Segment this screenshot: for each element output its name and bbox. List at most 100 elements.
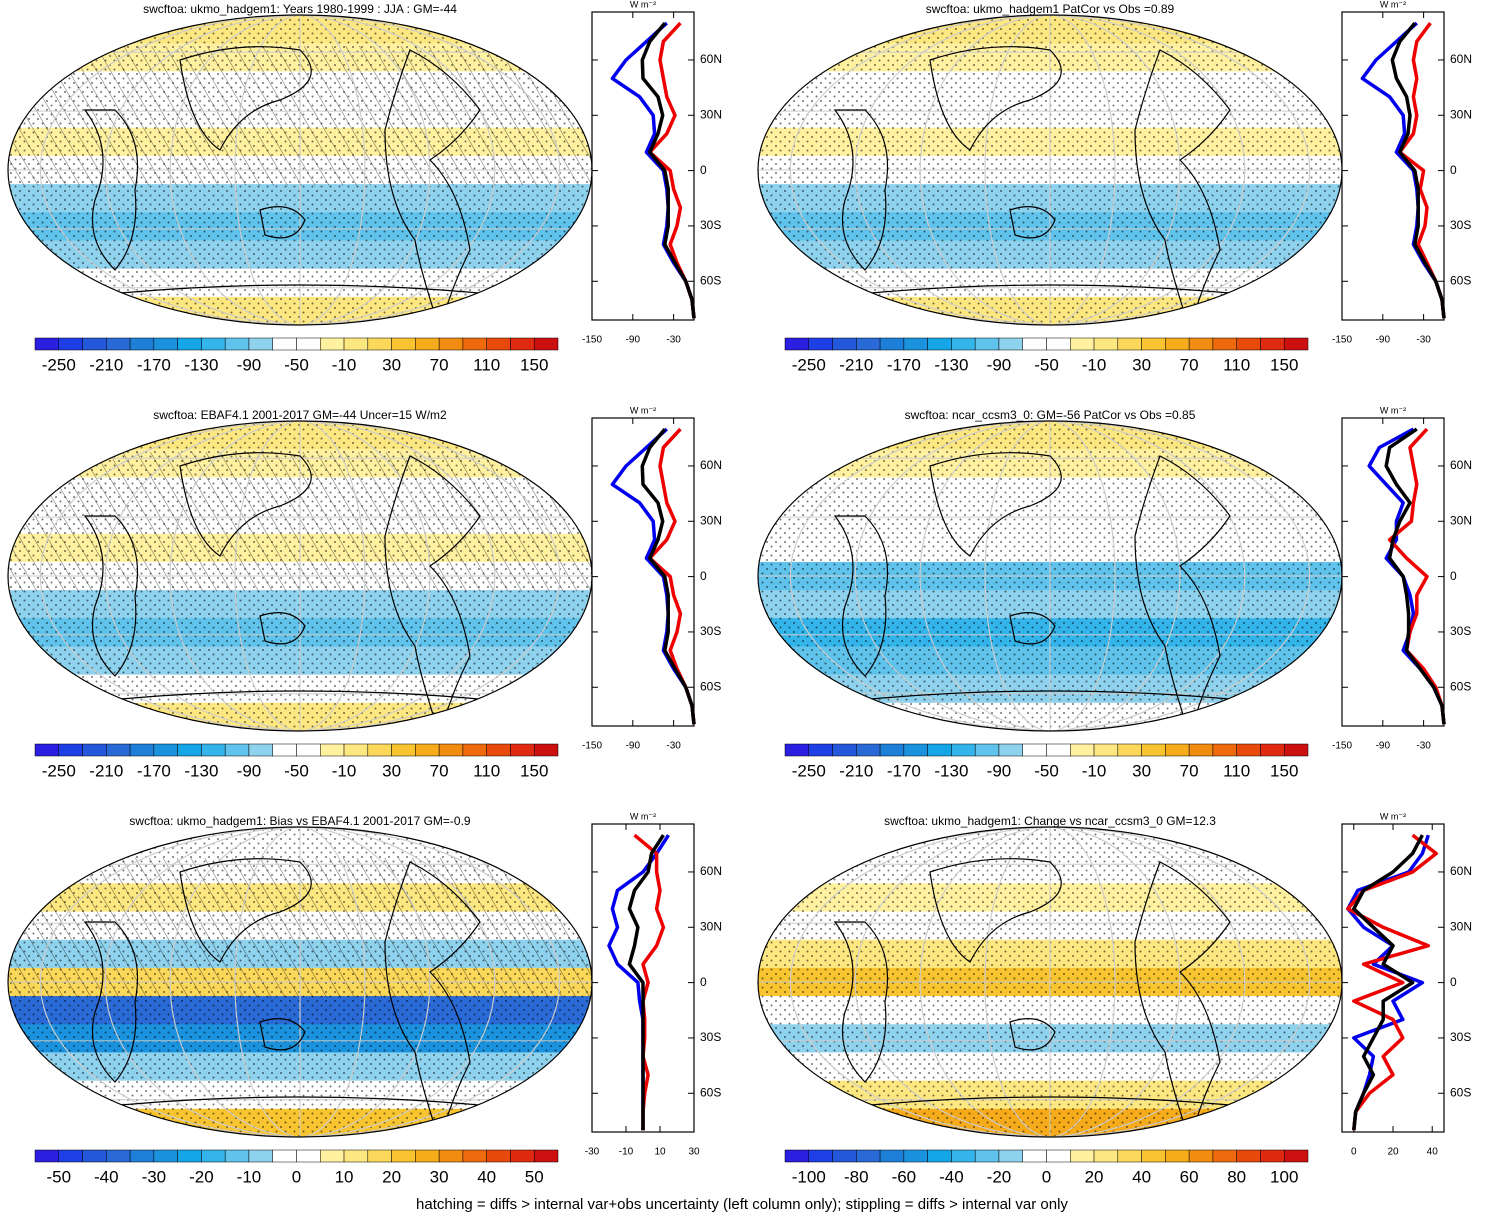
colorbar-box [367, 743, 392, 757]
colorbar-tick-label: -130 [934, 761, 968, 780]
colorbar-box [879, 337, 905, 351]
map-meridian [104, 15, 496, 325]
colorbar-box [224, 1149, 250, 1163]
colorbar-box [832, 1149, 857, 1163]
colorbar-tick-label: 150 [520, 761, 548, 780]
colorbar-box [153, 337, 178, 351]
colorbar-box [974, 337, 1000, 351]
panel-title: swcftoa: ukmo_hadgem1 PatCor vs Obs =0.8… [926, 2, 1175, 16]
colorbar-box [510, 743, 535, 757]
y-tick-label: 30N [700, 107, 722, 121]
x-tick-label: -30 [585, 1147, 600, 1158]
colorbar-tick-label: 30 [1132, 761, 1151, 780]
colorbar-box [1236, 743, 1261, 757]
zonal-line [648, 427, 696, 725]
colorbar-box [201, 1149, 226, 1163]
x-tick-label: 0 [1351, 1147, 1357, 1158]
map-meridian [984, 827, 1116, 1137]
colorbar-tick-label: 110 [1223, 355, 1250, 374]
map [758, 15, 1342, 325]
zonal-line [1387, 427, 1446, 725]
map-meridian [984, 15, 1116, 325]
colorbar-box [272, 337, 297, 351]
colorbar-tick-label: -10 [237, 1167, 262, 1186]
colorbar-box [533, 743, 559, 757]
zonal-line [1390, 21, 1446, 319]
colorbar-box [296, 1149, 321, 1163]
map-meridian [169, 421, 431, 731]
colorbar-box [486, 1149, 511, 1163]
colorbar-tick-label: 150 [1270, 355, 1298, 374]
colorbar-tick-label: 150 [1270, 761, 1298, 780]
map-meridian [39, 827, 561, 1137]
colorbar-tick-label: -10 [1082, 761, 1107, 780]
colorbar-box [343, 337, 369, 351]
colorbar-tick-label: 0 [1042, 1167, 1051, 1186]
zonal-line [627, 834, 665, 1131]
colorbar-box [106, 337, 131, 351]
y-tick-label: 60N [700, 52, 722, 66]
colorbar-tick-label: -50 [284, 761, 309, 780]
colorbar-box [951, 337, 976, 351]
colorbar-tick-label: 100 [1270, 1167, 1298, 1186]
colorbar-tick-label: -210 [89, 761, 123, 780]
x-tick-label: -90 [1376, 741, 1391, 752]
colorbar-box [1188, 1149, 1214, 1163]
x-tick-label: -30 [1416, 335, 1431, 346]
panel-title: swcftoa: ukmo_hadgem1: Change vs ncar_cc… [884, 814, 1216, 828]
zonal-unit: W m⁻² [1380, 405, 1406, 415]
colorbar-box [272, 1149, 297, 1163]
zonal-line [1346, 833, 1438, 1131]
map-meridian [234, 421, 366, 731]
colorbar-box [58, 743, 83, 757]
zonal-frame [591, 11, 695, 321]
colorbar-box [177, 1149, 202, 1163]
colorbar-tick-label: -10 [332, 761, 357, 780]
colorbar-tick-label: -50 [1034, 761, 1059, 780]
zonal-frame [1341, 11, 1445, 321]
y-tick-label: 0 [1450, 569, 1457, 583]
y-tick-label: 60N [1450, 52, 1472, 66]
map-meridian [789, 15, 1311, 325]
coastline [833, 452, 1251, 731]
y-tick-label: 30N [700, 919, 722, 933]
colorbar-box [1046, 337, 1071, 351]
colorbar-tick-label: -40 [94, 1167, 119, 1186]
colorbar-box [415, 337, 440, 351]
colorbar-box [927, 1149, 952, 1163]
colorbar-box [129, 1149, 155, 1163]
y-tick-label: 30N [1450, 513, 1472, 527]
colorbar-box [998, 743, 1023, 757]
map-meridian [234, 827, 366, 1137]
colorbar-tick-label: -100 [792, 1167, 826, 1186]
colorbar-tick-label: 70 [430, 355, 449, 374]
colorbar-box [415, 1149, 440, 1163]
colorbar-tick-label: -50 [1034, 355, 1059, 374]
colorbar-box [903, 1149, 928, 1163]
colorbar-box [1022, 743, 1047, 757]
colorbar-tick-label: -170 [137, 761, 171, 780]
map-meridian [919, 421, 1181, 731]
colorbar-box [296, 337, 321, 351]
zonal-unit: W m⁻² [630, 0, 656, 9]
colorbar-box [462, 337, 487, 351]
colorbar-tick-label: -60 [892, 1167, 917, 1186]
colorbar-tick-label: -210 [839, 761, 873, 780]
y-tick-label: 30S [700, 218, 721, 232]
y-tick-label: 30S [700, 624, 721, 638]
map-meridian [39, 15, 561, 325]
colorbar-box [82, 337, 107, 351]
colorbar-tick-label: -130 [184, 355, 218, 374]
colorbar-box [1236, 1149, 1261, 1163]
colorbar-tick-label: 150 [520, 355, 548, 374]
y-tick-label: 0 [700, 163, 707, 177]
colorbar-box [486, 337, 511, 351]
colorbar-box [903, 337, 928, 351]
x-tick-label: -10 [619, 1147, 634, 1158]
map-meridian [789, 421, 1311, 731]
colorbar-tick-label: -90 [987, 761, 1012, 780]
colorbar-tick-label: 40 [1132, 1167, 1151, 1186]
colorbar-tick-label: 30 [382, 355, 401, 374]
colorbar-box [879, 1149, 905, 1163]
x-tick-label: -90 [626, 741, 641, 752]
